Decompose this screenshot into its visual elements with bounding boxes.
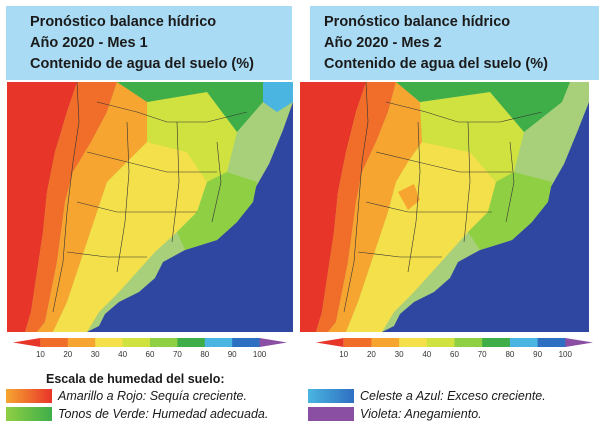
map-svg (7, 82, 293, 332)
colorbar-tick-label: 10 (36, 350, 45, 359)
colorbar-segment (371, 338, 400, 347)
colorbar-segment (232, 338, 261, 347)
legend-swatch-flooding (308, 407, 354, 421)
colorbar-segment (95, 338, 124, 347)
legend-swatch-excess (308, 389, 354, 403)
zone-green (177, 172, 257, 250)
colorbar-tick-label: 90 (533, 350, 542, 359)
title-line-1: Pronóstico balance hídrico (30, 14, 217, 30)
legend-item-excess: Celeste a Azul: Exceso creciente. (308, 389, 546, 403)
zone-red (300, 82, 366, 332)
colorbar-segment (259, 338, 287, 347)
title-line-3: Contenido de agua del suelo (%) (324, 56, 548, 72)
zone-red (7, 82, 77, 332)
legend-label-flooding: Violeta: Anegamiento. (360, 407, 482, 421)
zone-orange (25, 82, 117, 332)
colorbar-segment (204, 338, 233, 347)
colorbar-tick-label: 60 (146, 350, 155, 359)
colorbar-segment (122, 338, 151, 347)
colorbar-segment (426, 338, 455, 347)
colorbar-tick-label: 80 (200, 350, 209, 359)
colorbar-segment (537, 338, 566, 347)
zone-light-green (147, 92, 237, 182)
colorbar-svg: 10 20 30 40 60 70 80 90 100 (13, 338, 287, 359)
zone-dark-green (117, 82, 267, 132)
zone-orange-spot (398, 184, 420, 210)
panel-title: Pronóstico balance hídrico Año 2020 - Me… (6, 6, 292, 80)
legend-label-adequate: Tonos de Verde: Humedad adecuada. (58, 407, 269, 421)
colorbar-segment (150, 338, 178, 347)
colorbar-segments (316, 338, 593, 347)
colorbar-segment (482, 338, 511, 347)
colorbar-tick-label: 100 (253, 350, 267, 359)
soil-moisture-legend: Escala de humedad del suelo: Amarillo a … (0, 368, 607, 437)
colorbar-tick-label: 10 (339, 350, 348, 359)
panel-title: Pronóstico balance hídrico Año 2020 - Me… (310, 6, 599, 80)
zone-green (468, 172, 552, 250)
legend-label-excess: Celeste a Azul: Exceso creciente. (360, 389, 546, 403)
map-svg (300, 82, 589, 332)
title-line-1: Pronóstico balance hídrico (324, 14, 511, 30)
forecast-panel-month-1: Pronóstico balance hídrico Año 2020 - Me… (0, 0, 300, 360)
legend-swatch-drought (6, 389, 52, 403)
title-line-3: Contenido de agua del suelo (%) (30, 56, 254, 72)
colorbar-segment (177, 338, 206, 347)
colorbar-tick-labels: 10 20 30 40 60 70 80 90 100 (339, 350, 572, 359)
colorbar-segment (40, 338, 69, 347)
legend-label-drought: Amarillo a Rojo: Sequía creciente. (58, 389, 247, 403)
soil-water-map-month-2 (300, 82, 589, 332)
soil-water-map-month-1 (7, 82, 293, 332)
colorbar-tick-label: 90 (228, 350, 237, 359)
zone-light-orange (328, 82, 422, 332)
colorbar-tick-label: 60 (450, 350, 459, 359)
colorbar-segment (343, 338, 372, 347)
colorbar-segment (13, 338, 41, 347)
legend-item-drought: Amarillo a Rojo: Sequía creciente. (6, 389, 247, 403)
legend-title: Escala de humedad del suelo: (46, 372, 225, 386)
colorbar-tick-label: 30 (395, 350, 404, 359)
colorbar-segment (399, 338, 428, 347)
zone-light-green (420, 92, 524, 182)
colorbar-segment (565, 338, 593, 347)
forecast-panel-month-2: Pronóstico balance hídrico Año 2020 - Me… (300, 0, 600, 360)
colorbar-month-2: 10 20 30 40 60 70 80 90 100 (310, 336, 599, 360)
colorbar-segment (454, 338, 483, 347)
colorbar-tick-label: 30 (91, 350, 100, 359)
title-line-2: Año 2020 - Mes 1 (30, 35, 148, 51)
colorbar-tick-label: 40 (118, 350, 127, 359)
zone-yellow (53, 142, 207, 332)
province-borders (343, 82, 543, 313)
title-line-2: Año 2020 - Mes 2 (324, 35, 442, 51)
colorbar-segment (509, 338, 539, 347)
colorbar-tick-label: 70 (478, 350, 487, 359)
colorbar-tick-label: 70 (173, 350, 182, 359)
colorbar-tick-label: 20 (63, 350, 72, 359)
zone-orange (316, 82, 396, 332)
colorbar-tick-label: 20 (367, 350, 376, 359)
zone-cyan (263, 82, 293, 112)
province-borders (52, 82, 248, 313)
legend-item-adequate: Tonos de Verde: Humedad adecuada. (6, 407, 268, 421)
colorbar-segment (67, 338, 96, 347)
colorbar-tick-labels: 10 20 30 40 60 70 80 90 100 (36, 350, 267, 359)
legend-swatch-adequate (6, 407, 52, 421)
colorbar-segments (13, 338, 287, 347)
colorbar-tick-label: 80 (505, 350, 514, 359)
zone-dark-green (396, 82, 570, 132)
colorbar-segment (316, 338, 344, 347)
colorbar-tick-label: 100 (559, 350, 573, 359)
colorbar-month-1: 10 20 30 40 60 70 80 90 100 (7, 336, 293, 360)
colorbar-tick-label: 40 (422, 350, 431, 359)
colorbar-svg: 10 20 30 40 60 70 80 90 100 (316, 338, 593, 359)
legend-item-flooding: Violeta: Anegamiento. (308, 407, 482, 421)
zone-light-orange (37, 82, 147, 332)
zone-yellow (346, 142, 496, 332)
